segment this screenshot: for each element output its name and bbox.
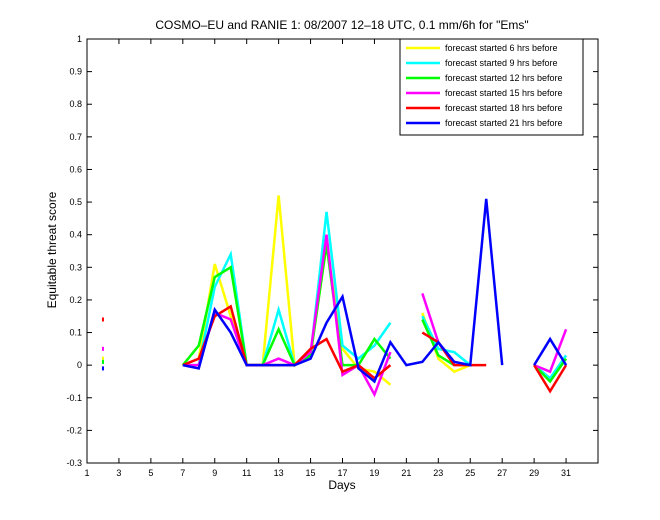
x-tick-label: 17 (337, 468, 347, 478)
legend-box (399, 38, 584, 136)
y-tick-label: 0.1 (69, 328, 82, 338)
x-tick-label: 3 (116, 468, 121, 478)
x-tick-label: 27 (497, 468, 507, 478)
y-tick-labels: -0.3 -0.2 -0.1 0 0.1 0.2 0.3 0.4 0.5 0.6 0.7 0.8 0.9… (66, 34, 82, 468)
legend-entry-1: forecast started 6 hrs before (445, 43, 558, 53)
x-tick-label: 29 (529, 468, 539, 478)
x-tick-label: 7 (180, 468, 185, 478)
x-tick-label: 15 (306, 468, 316, 478)
x-tick-label: 11 (242, 468, 251, 478)
legend: forecast started 6 hrs before forecast st… (399, 38, 584, 136)
legend-entry-4: forecast started 15 hrs before (445, 88, 563, 98)
x-tick-label: 5 (148, 468, 153, 478)
x-axis-label: Days (328, 478, 355, 492)
series-lines (101, 195, 568, 398)
chart-title: COSMO–EU and RANIE 1: 08/2007 12–18 UTC,… (155, 18, 528, 32)
y-tick-label: -0.1 (66, 393, 82, 403)
y-tick-label: -0.2 (66, 425, 82, 435)
y-tick-label: 0 (77, 360, 82, 370)
legend-entry-3: forecast started 12 hrs before (445, 73, 563, 83)
series-line-2 (421, 315, 472, 367)
series-line-6 (182, 198, 504, 384)
y-tick-label: 1 (77, 34, 82, 44)
series-line-5 (533, 364, 568, 394)
legend-entry-6: forecast started 21 hrs before (445, 118, 563, 128)
x-tick-label: 21 (401, 468, 411, 478)
y-axis-label: Equitable threat score (45, 191, 59, 308)
tick-marks (86, 38, 598, 464)
series-line-3 (181, 244, 392, 367)
legend-entry-2: forecast started 9 hrs before (445, 58, 558, 68)
x-tick-label: 23 (433, 468, 443, 478)
series-line-6 (533, 336, 568, 366)
x-tick-label: 19 (369, 468, 379, 478)
series-line-3 (533, 357, 568, 384)
y-tick-label: 0.2 (69, 295, 82, 305)
y-tick-label: 0.5 (69, 197, 82, 207)
x-tick-label: 13 (274, 468, 284, 478)
x-tick-label: 31 (561, 468, 571, 478)
y-tick-label: 0.4 (69, 230, 82, 240)
y-tick-label: -0.3 (66, 458, 82, 468)
x-tick-label: 9 (212, 468, 217, 478)
y-tick-label: 0.6 (69, 164, 82, 174)
series-line-3 (421, 318, 455, 367)
x-tick-label: 1 (84, 468, 89, 478)
series-line-4 (533, 328, 568, 374)
y-tick-label: 0.3 (69, 262, 82, 272)
y-tick-label: 0.8 (69, 99, 82, 109)
series-line-5 (421, 331, 487, 367)
y-tick-label: 0.9 (69, 67, 82, 77)
x-tick-label: 25 (465, 468, 475, 478)
legend-entry-5: forecast started 18 hrs before (445, 103, 563, 113)
y-tick-label: 0.7 (69, 132, 82, 142)
plot-frame (86, 38, 599, 464)
x-tick-labels: 1 3 5 7 9 11 13 15 17 19 21 23 25 27 29 31 (84, 468, 571, 478)
